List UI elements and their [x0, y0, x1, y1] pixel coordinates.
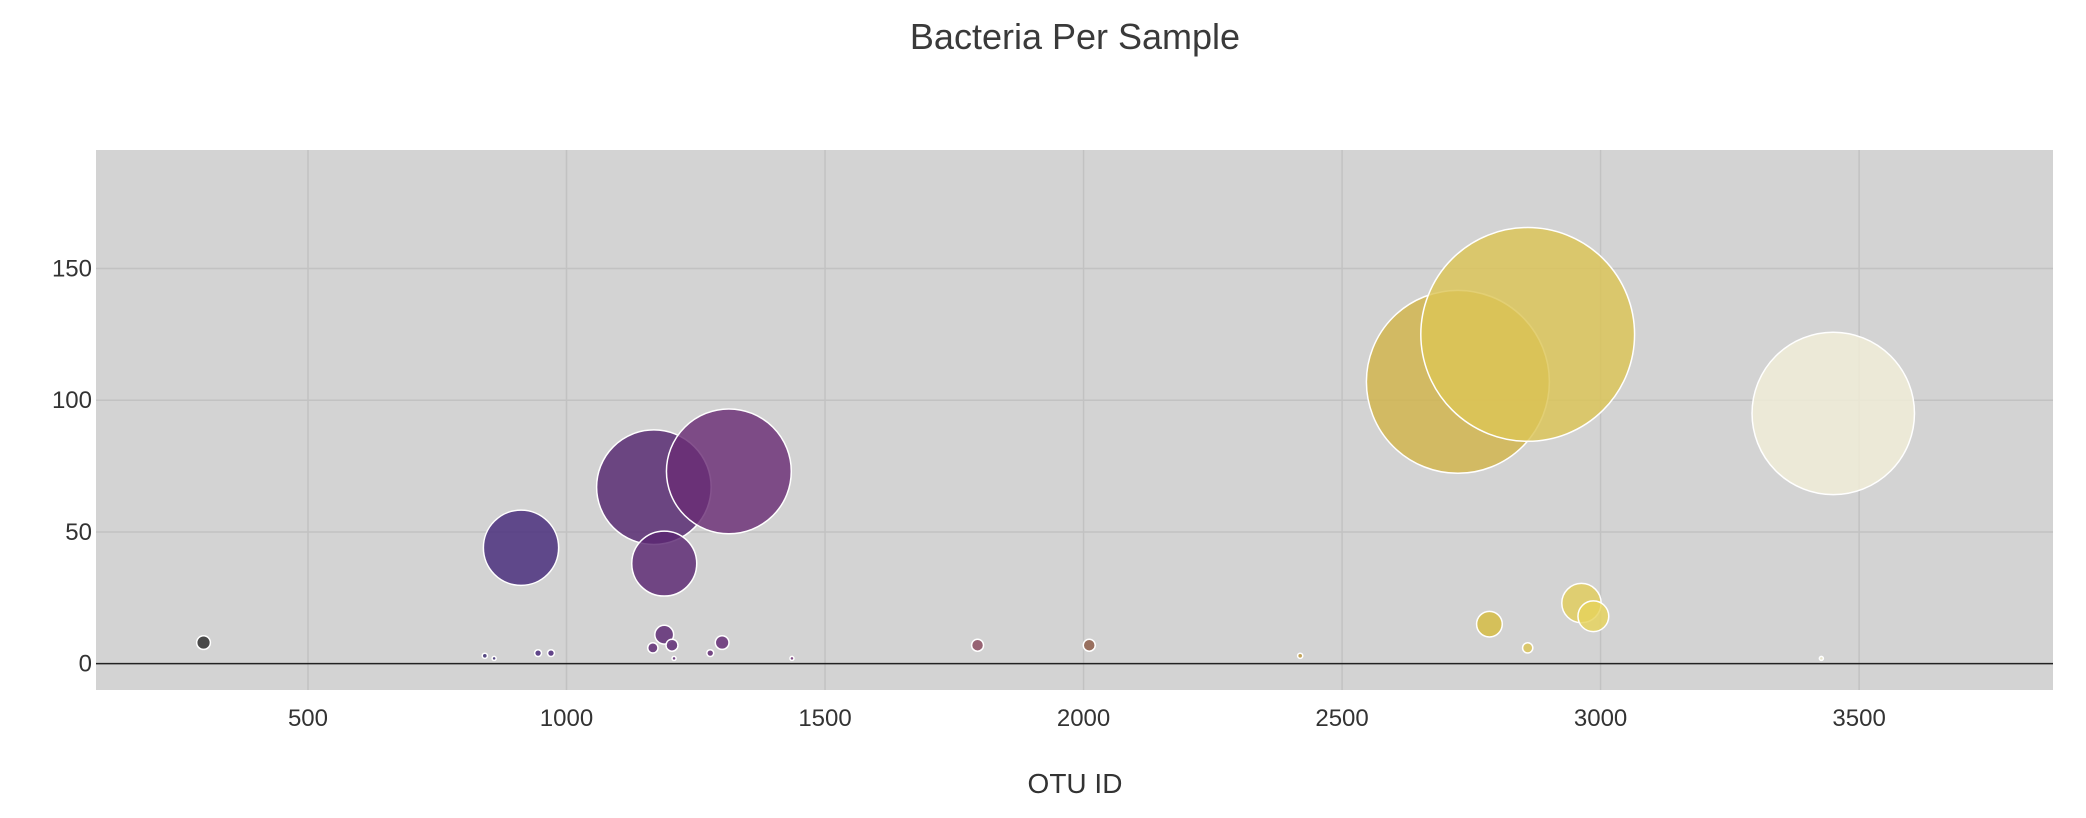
bubble-point[interactable] [671, 655, 677, 662]
bubble-point[interactable] [714, 634, 730, 651]
bubble-point[interactable] [546, 648, 556, 658]
y-tick-label: 50 [65, 519, 92, 546]
x-tick-label: 500 [288, 705, 328, 732]
y-tick-label: 100 [52, 387, 92, 414]
bubble-point[interactable] [533, 648, 543, 658]
bubble-point[interactable] [1818, 655, 1825, 662]
bubble-point[interactable] [481, 652, 489, 660]
chart-title: Bacteria Per Sample [910, 16, 1240, 57]
bubble-point[interactable] [1521, 641, 1534, 654]
y-axis-ticks: 0 50 100 150 [52, 256, 92, 678]
x-tick-label: 3500 [1832, 705, 1885, 732]
plot-background [96, 150, 2053, 690]
bubble-point[interactable] [1420, 226, 1636, 443]
bubble-point[interactable] [1577, 600, 1610, 633]
bubble-point[interactable] [1751, 331, 1916, 496]
bubble-point[interactable] [970, 638, 985, 652]
bubble-point[interactable] [646, 641, 659, 654]
grid-lines [96, 150, 2053, 690]
x-tick-label: 2500 [1315, 705, 1368, 732]
bubble-point[interactable] [491, 655, 497, 662]
bubble-point[interactable] [789, 655, 795, 662]
bubble-point[interactable] [482, 509, 560, 587]
x-tick-label: 2000 [1057, 705, 1110, 732]
bubble-point[interactable] [1475, 610, 1504, 638]
bubble-point[interactable] [706, 648, 715, 658]
x-tick-label: 3000 [1574, 705, 1627, 732]
bubble-point[interactable] [1296, 652, 1304, 660]
x-axis-title: OTU ID [1028, 768, 1123, 799]
x-tick-label: 1000 [540, 705, 593, 732]
y-tick-label: 0 [79, 651, 92, 678]
bubble-point[interactable] [665, 408, 793, 535]
x-tick-label: 1500 [798, 705, 851, 732]
bubble-point[interactable] [630, 530, 698, 597]
x-axis-ticks: 500 1000 1500 2000 2500 3000 3500 [288, 705, 1886, 732]
bubble-point[interactable] [195, 634, 212, 651]
bubble-point[interactable] [1082, 638, 1096, 652]
bubble-point[interactable] [665, 638, 679, 652]
y-tick-label: 150 [52, 256, 92, 283]
bubbles [195, 226, 1916, 662]
